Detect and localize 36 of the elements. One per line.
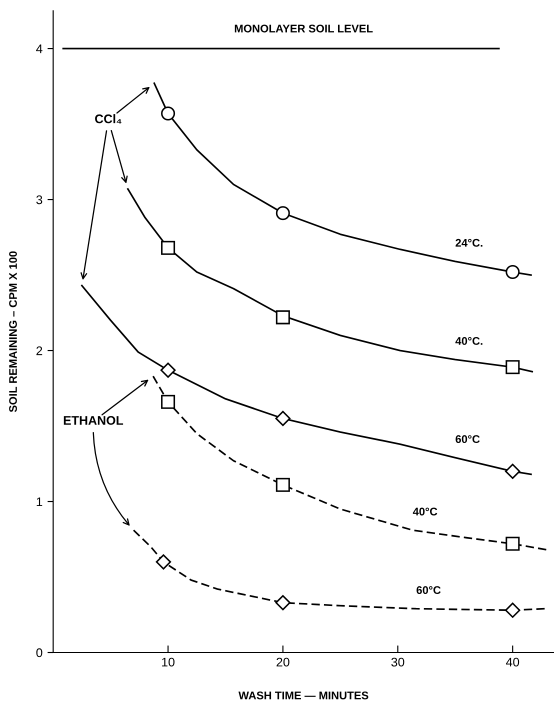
- x-tick-label: 30: [391, 658, 404, 667]
- point: [276, 478, 290, 492]
- point: [505, 602, 520, 618]
- series-label: 40°C.: [455, 337, 482, 345]
- y-axis-title: SOIL REMAINING – CPM X 100: [9, 251, 17, 412]
- point: [275, 595, 291, 610]
- ref-line-label: MONOLAYER SOIL LEVEL: [234, 24, 373, 32]
- point: [161, 240, 176, 255]
- point: [161, 106, 176, 120]
- point: [160, 362, 176, 378]
- y-tick-label: 1: [36, 497, 42, 506]
- series-label: 60°C: [456, 435, 480, 444]
- point: [161, 394, 176, 409]
- point: [506, 265, 520, 280]
- y-tick-label: 4: [36, 44, 42, 54]
- x-tick-label: 40: [506, 658, 520, 667]
- y-tick-label: 0: [36, 648, 42, 658]
- point: [156, 554, 172, 570]
- series-label: 60°C: [416, 586, 441, 594]
- annotation: CCl₄: [95, 114, 122, 124]
- y-tick-label: 2: [36, 346, 42, 356]
- point: [276, 206, 290, 220]
- point: [276, 310, 290, 324]
- point: [506, 360, 520, 374]
- point: [505, 464, 520, 479]
- y-tick-label: 3: [36, 195, 42, 204]
- x-axis-title: WASH TIME — MINUTES: [238, 692, 368, 700]
- point: [506, 536, 520, 551]
- series-label: 40°C: [412, 508, 438, 516]
- annotation: ETHANOL: [64, 416, 124, 425]
- line-series: [127, 188, 534, 373]
- series-label: 24°C.: [456, 238, 482, 247]
- point: [275, 410, 291, 426]
- x-tick-label: 20: [276, 658, 290, 667]
- x-tick-label: 10: [162, 658, 175, 667]
- line-series: [152, 375, 548, 551]
